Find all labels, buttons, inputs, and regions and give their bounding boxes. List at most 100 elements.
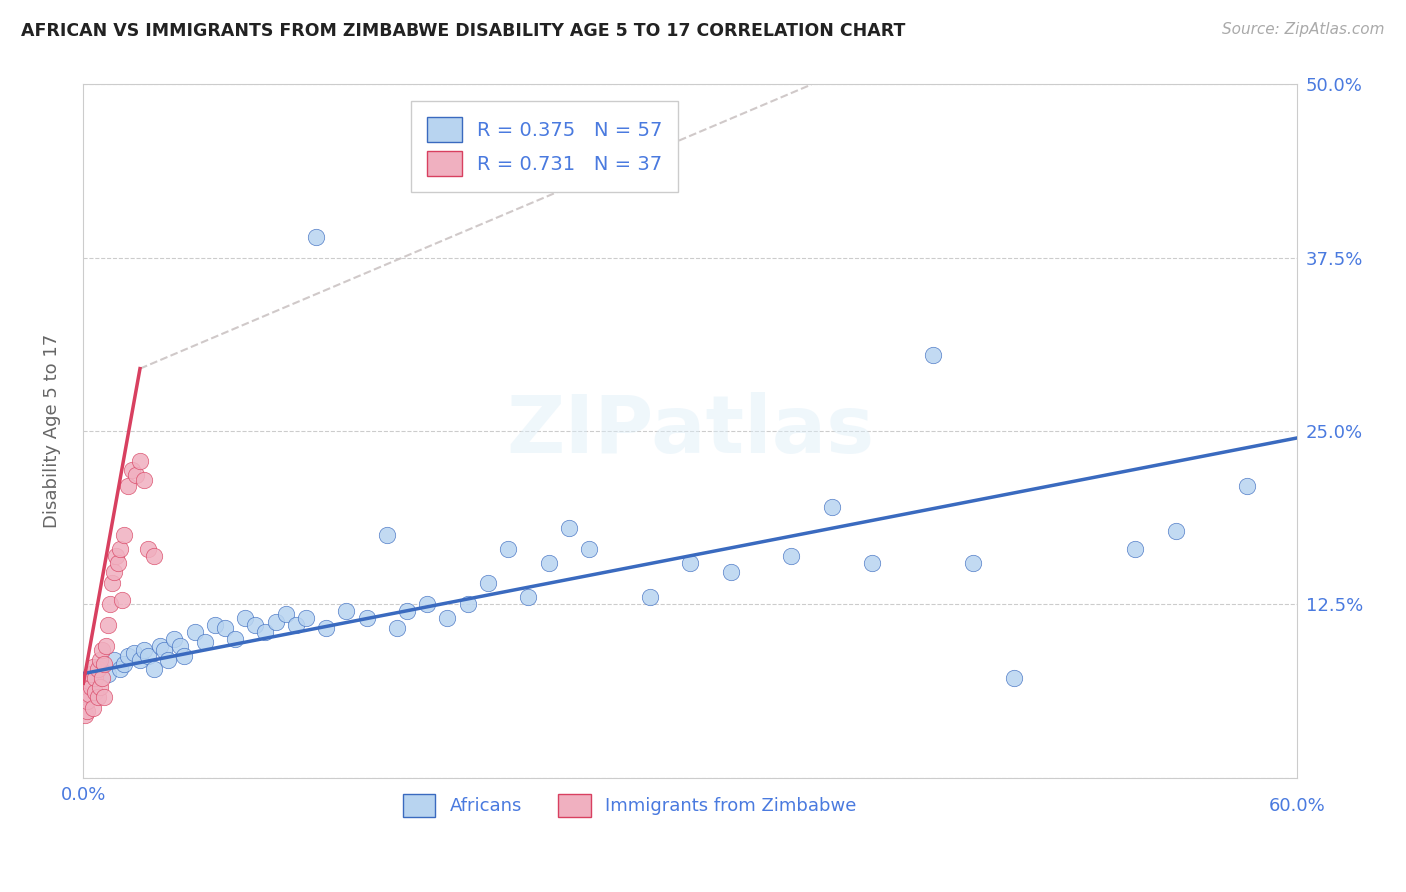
Point: [149, 639, 172, 653]
Point: [112, 528, 135, 542]
Point: [356, 611, 378, 625]
Point: [558, 521, 581, 535]
Point: [125, 468, 148, 483]
Point: [204, 618, 226, 632]
Point: [136, 648, 159, 663]
Point: [416, 597, 439, 611]
Point: [84, 684, 107, 698]
Text: AFRICAN VS IMMIGRANTS FROM ZIMBABWE DISABILITY AGE 5 TO 17 CORRELATION CHART: AFRICAN VS IMMIGRANTS FROM ZIMBABWE DISA…: [21, 22, 905, 40]
Point: [375, 528, 398, 542]
Point: [385, 621, 408, 635]
Point: [82, 701, 104, 715]
Point: [1002, 671, 1025, 685]
Point: [90, 671, 112, 685]
Point: [75, 708, 97, 723]
Point: [107, 556, 129, 570]
Point: [1164, 524, 1187, 538]
Point: [679, 556, 702, 570]
Y-axis label: Disability Age 5 to 17: Disability Age 5 to 17: [44, 334, 60, 528]
Point: [962, 556, 984, 570]
Point: [860, 556, 883, 570]
Point: [143, 662, 166, 676]
Point: [284, 618, 307, 632]
Text: ZIPatlas: ZIPatlas: [506, 392, 875, 470]
Point: [93, 690, 115, 705]
Point: [76, 704, 98, 718]
Point: [163, 632, 186, 646]
Point: [103, 566, 125, 580]
Point: [315, 621, 337, 635]
Point: [214, 621, 236, 635]
Point: [108, 662, 131, 676]
Point: [111, 593, 134, 607]
Point: [436, 611, 458, 625]
Point: [121, 463, 143, 477]
Point: [100, 576, 122, 591]
Point: [132, 473, 155, 487]
Point: [1123, 541, 1146, 556]
Point: [638, 591, 661, 605]
Point: [295, 611, 318, 625]
Point: [82, 659, 104, 673]
Point: [537, 556, 560, 570]
Point: [157, 653, 180, 667]
Point: [75, 687, 97, 701]
Point: [264, 615, 287, 630]
Point: [395, 604, 418, 618]
Point: [132, 643, 155, 657]
Point: [97, 666, 120, 681]
Point: [194, 634, 217, 648]
Point: [112, 657, 135, 671]
Point: [117, 648, 139, 663]
Point: [457, 597, 479, 611]
Point: [578, 541, 600, 556]
Point: [89, 659, 111, 673]
Point: [98, 597, 121, 611]
Point: [169, 639, 191, 653]
Point: [97, 618, 120, 632]
Legend: Africans, Immigrants from Zimbabwe: Africans, Immigrants from Zimbabwe: [395, 787, 863, 824]
Point: [117, 479, 139, 493]
Point: [86, 690, 108, 705]
Point: [143, 549, 166, 563]
Point: [129, 454, 152, 468]
Point: [129, 653, 152, 667]
Point: [90, 643, 112, 657]
Point: [93, 657, 115, 671]
Point: [79, 673, 101, 688]
Point: [335, 604, 357, 618]
Point: [821, 500, 844, 515]
Point: [233, 611, 256, 625]
Point: [780, 549, 803, 563]
Point: [103, 653, 125, 667]
Point: [245, 618, 267, 632]
Point: [183, 625, 205, 640]
Point: [89, 681, 111, 695]
Point: [477, 576, 499, 591]
Point: [496, 541, 519, 556]
Point: [80, 666, 103, 681]
Point: [94, 639, 117, 653]
Point: [80, 681, 103, 695]
Point: [84, 671, 107, 685]
Point: [136, 541, 159, 556]
Point: [104, 549, 127, 563]
Point: [173, 648, 195, 663]
Point: [517, 591, 540, 605]
Point: [224, 632, 246, 646]
Point: [254, 625, 277, 640]
Text: Source: ZipAtlas.com: Source: ZipAtlas.com: [1222, 22, 1385, 37]
Point: [86, 662, 108, 676]
Point: [922, 348, 945, 362]
Point: [122, 646, 145, 660]
Point: [108, 541, 131, 556]
Point: [76, 694, 98, 708]
Text: 60.0%: 60.0%: [1268, 797, 1326, 815]
Point: [274, 607, 297, 621]
Point: [305, 230, 328, 244]
Point: [89, 653, 111, 667]
Point: [79, 687, 101, 701]
Point: [720, 566, 742, 580]
Point: [153, 643, 176, 657]
Point: [1236, 479, 1258, 493]
